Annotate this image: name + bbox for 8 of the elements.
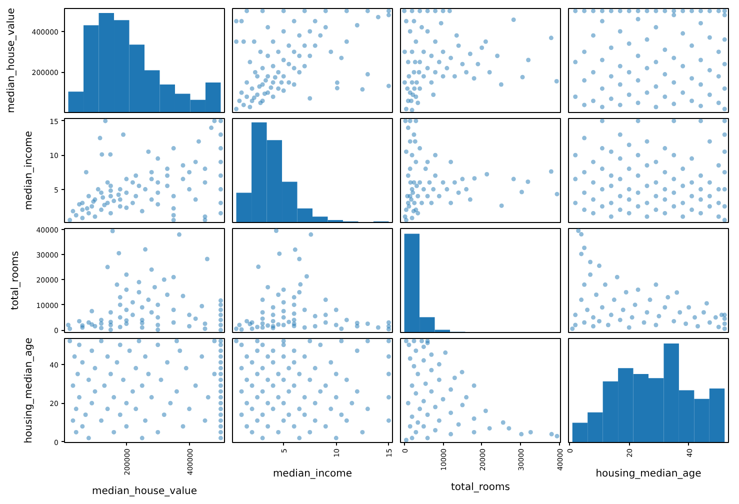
x-axis-title: median_income bbox=[272, 468, 352, 480]
y-axis-title: total_rooms bbox=[10, 251, 22, 310]
x-axis-title: median_house_value bbox=[92, 486, 197, 498]
x-axis-title: total_rooms bbox=[451, 482, 510, 493]
x-axis-title: housing_median_age bbox=[596, 468, 702, 480]
y-axis-title: median_house_value bbox=[6, 8, 17, 113]
y-axis-title: median_income bbox=[24, 130, 35, 210]
y-axis-title: housing_median_age bbox=[24, 338, 35, 444]
